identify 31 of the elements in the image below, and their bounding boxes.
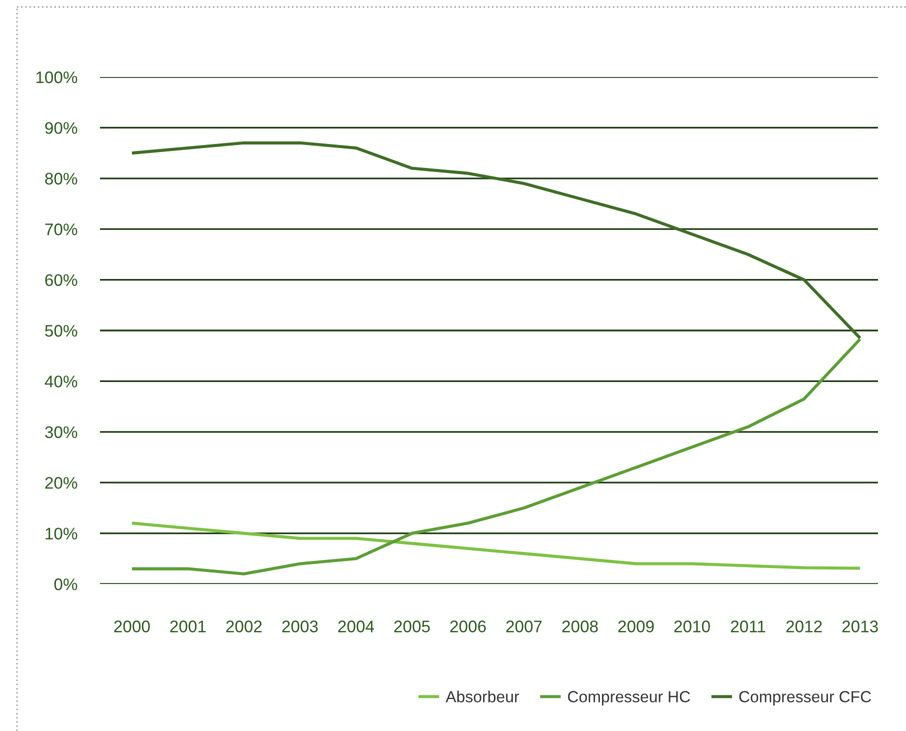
legend-label: Compresseur HC <box>568 691 690 706</box>
x-tick-label: 2005 <box>394 620 430 632</box>
x-tick-label: 2006 <box>450 620 486 632</box>
x-tick-label: 2007 <box>506 620 542 632</box>
x-tick-label: 2009 <box>618 620 654 632</box>
y-tick-label: 90% <box>45 122 78 134</box>
legend-label: Compresseur CFC <box>739 691 872 706</box>
y-tick-label: 50% <box>45 324 78 337</box>
y-tick-label: 80% <box>45 172 78 185</box>
y-tick-label: 70% <box>45 224 78 236</box>
x-tick-label: 2011 <box>730 620 766 632</box>
y-tick-label: 10% <box>46 528 78 540</box>
x-tick-label: 2000 <box>114 620 150 632</box>
y-tick-label: 0% <box>54 578 78 590</box>
legend-label: Absorbeur <box>446 690 520 702</box>
x-tick-label: 2010 <box>674 620 710 632</box>
line-series <box>130 522 862 570</box>
line-series <box>130 338 862 576</box>
y-tick-label: 60% <box>45 274 78 286</box>
y-tick-label: 100% <box>36 71 78 84</box>
x-tick-label: 2003 <box>282 620 318 632</box>
x-tick-label: 2012 <box>786 620 822 632</box>
x-tick-label: 2001 <box>170 620 206 632</box>
x-tick-label: 2002 <box>226 620 262 632</box>
y-tick-label: 20% <box>45 477 78 489</box>
line-series <box>130 141 862 340</box>
x-tick-label: 2008 <box>562 620 598 632</box>
x-tick-label: 2004 <box>338 620 374 632</box>
x-tick-label: 2013 <box>842 620 878 632</box>
y-tick-label: 40% <box>44 376 78 388</box>
y-tick-label: 30% <box>45 426 78 438</box>
